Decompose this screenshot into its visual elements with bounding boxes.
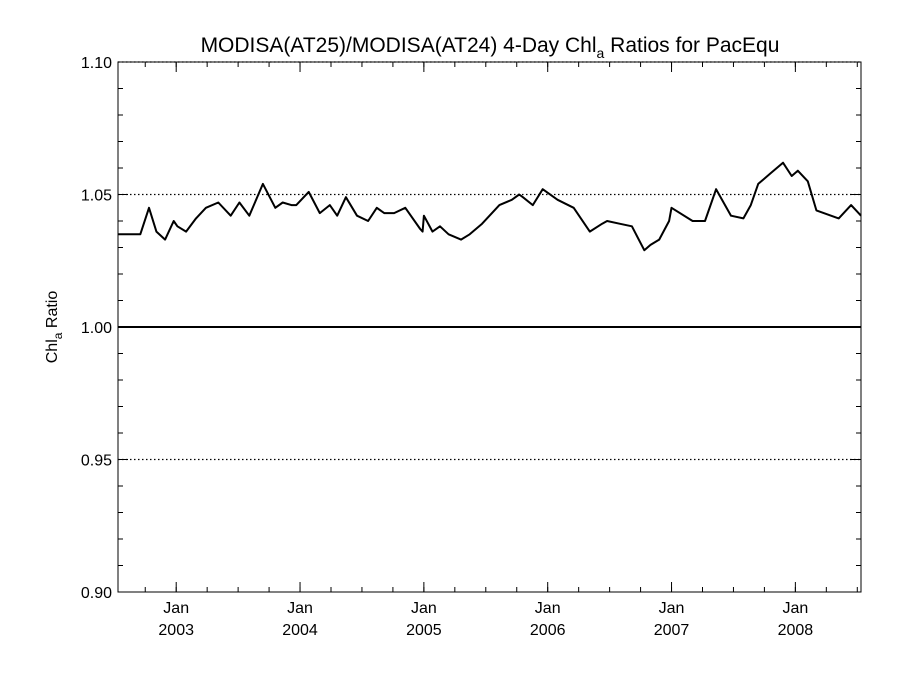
x-tick-label-year: 2003 — [158, 622, 194, 639]
plot-frame — [117, 61, 862, 593]
y-tick-label: 1.10 — [81, 55, 112, 72]
y-axis-label-rest: Ratio — [44, 291, 61, 333]
y-axis-label: Chla Ratio — [44, 291, 65, 364]
x-tick-label-month: Jan — [287, 600, 313, 617]
x-tick-label-month: Jan — [659, 600, 685, 617]
x-tick-label-year: 2004 — [282, 622, 318, 639]
chart-title-subscript: a — [597, 45, 605, 61]
x-tick-label-year: 2007 — [654, 622, 690, 639]
y-tick-label: 0.95 — [81, 453, 112, 470]
x-axis-ticks: Jan 2003 Jan 2004 Jan 2005 Jan 2006 Jan 2007 Jan 20… — [158, 62, 813, 639]
y-axis-label-main: Chl — [44, 339, 61, 363]
chart-title-main: MODISA(AT25)/MODISA(AT24) 4-Day Chl — [201, 34, 597, 57]
chart-title-rest: Ratios for PacEqu — [604, 34, 779, 57]
x-tick-label-month: Jan — [411, 600, 437, 617]
reference-lines — [118, 61, 861, 461]
y-tick-label: 1.00 — [81, 320, 112, 337]
x-tick-label-year: 2005 — [406, 622, 442, 639]
x-tick-label-month: Jan — [782, 600, 808, 617]
y-tick-label: 0.90 — [81, 585, 112, 602]
y-axis-label-subscript: a — [51, 332, 65, 339]
x-tick-label-year: 2006 — [530, 622, 566, 639]
y-tick-label: 1.05 — [81, 188, 112, 205]
ratio-series-line — [118, 161, 862, 252]
x-tick-label-month: Jan — [163, 600, 189, 617]
x-tick-label-year: 2008 — [778, 622, 814, 639]
chart-title: MODISA(AT25)/MODISA(AT24) 4-Day Chla Rat… — [201, 34, 780, 61]
y-axis-ticks: 0.90 0.95 1.00 1.05 1.10 — [81, 55, 861, 602]
x-tick-label-month: Jan — [535, 600, 561, 617]
